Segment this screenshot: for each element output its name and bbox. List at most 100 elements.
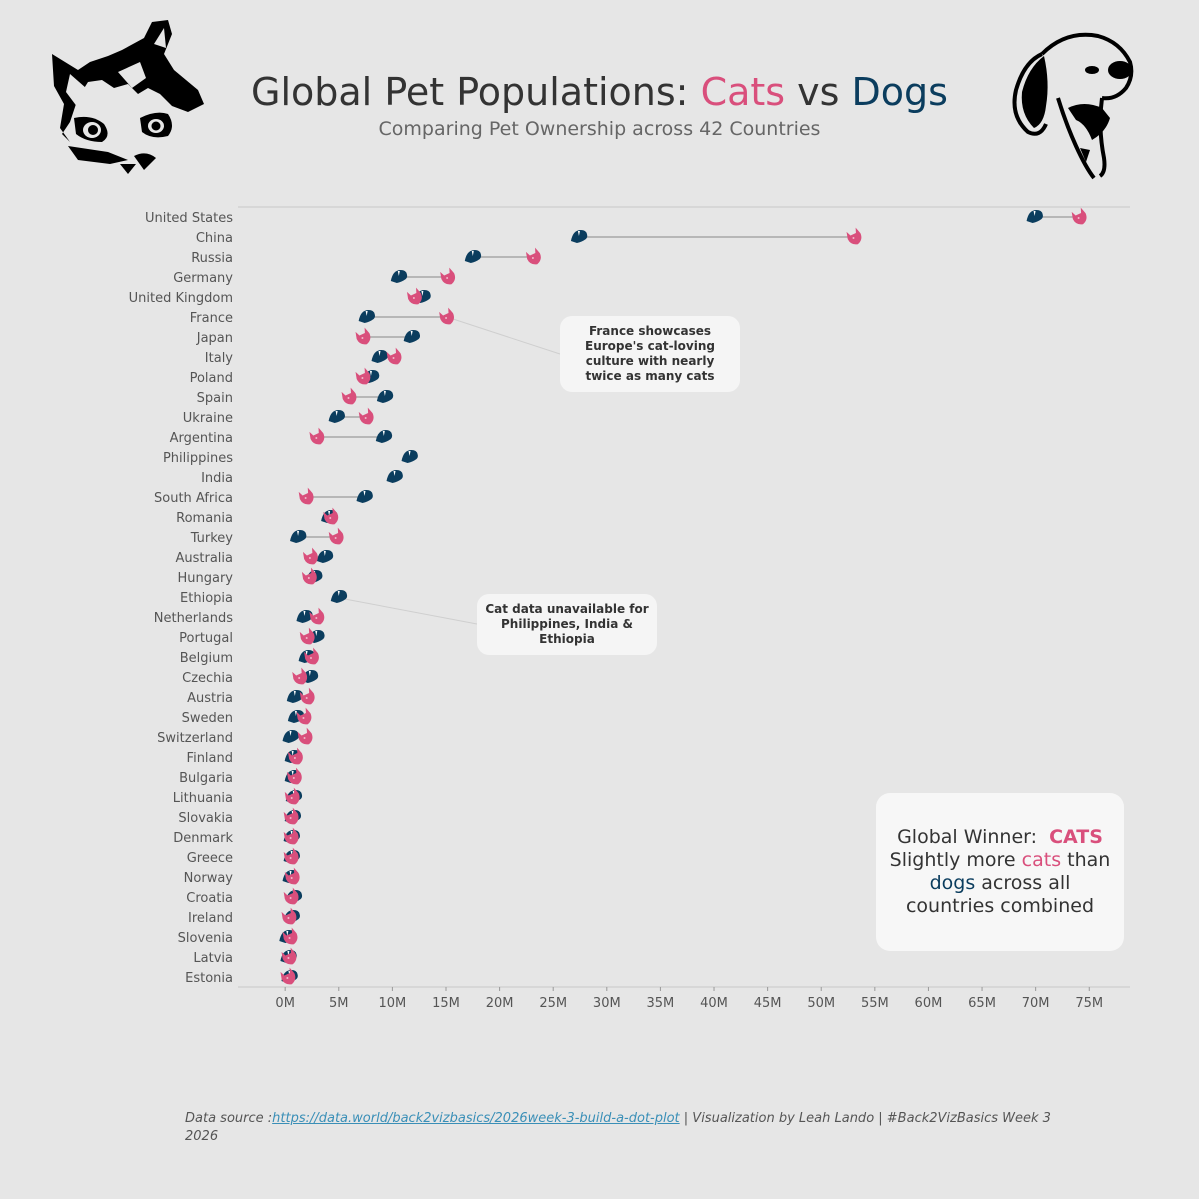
y-category-label: Belgium (180, 651, 233, 666)
cat-marker (283, 827, 299, 845)
cat-marker (298, 487, 314, 505)
x-tick-label: 30M (593, 996, 621, 1011)
cat-marker (323, 507, 339, 525)
x-tick-label: 10M (379, 996, 407, 1011)
y-category-label: Sweden (182, 711, 233, 726)
dog-marker (376, 390, 394, 403)
data-source-footer: Data source :https://data.world/back2viz… (185, 1110, 1065, 1146)
x-tick-label: 20M (486, 996, 514, 1011)
dog-marker (296, 610, 313, 623)
cat-marker (284, 787, 300, 805)
cat-marker (283, 887, 299, 905)
y-category-label: Norway (184, 871, 234, 886)
dog-marker (328, 410, 345, 423)
dog-marker (1026, 210, 1043, 223)
dog-marker (570, 230, 588, 243)
x-tick-label: 15M (432, 996, 460, 1011)
y-category-label: Romania (176, 511, 233, 526)
y-category-label: Czechia (182, 671, 233, 686)
x-tick-label: 50M (807, 996, 835, 1011)
annotation-missing-leader (344, 598, 478, 625)
dog-marker (282, 730, 299, 743)
footer-prefix: Data source : (185, 1111, 273, 1126)
annotation-france: France showcases Europe's cat-loving cul… (560, 316, 740, 392)
cat-marker (281, 907, 297, 925)
title-cats-word: Cats (700, 70, 786, 114)
x-tick-label: 75M (1075, 996, 1103, 1011)
dog-marker (356, 490, 373, 503)
y-category-label: Austria (187, 691, 233, 706)
data-source-link[interactable]: https://data.world/back2vizbasics/2026we… (272, 1111, 680, 1126)
x-tick-label: 0M (275, 996, 295, 1011)
cat-marker (283, 807, 299, 825)
x-tick-label: 25M (539, 996, 567, 1011)
x-tick-label: 65M (968, 996, 996, 1011)
cat-marker (281, 947, 297, 965)
x-tick-label: 35M (647, 996, 675, 1011)
cat-marker (386, 347, 402, 365)
y-category-label: Philippines (163, 451, 233, 466)
x-tick-label: 60M (915, 996, 943, 1011)
cat-marker (282, 927, 298, 945)
cat-face-icon (52, 20, 204, 174)
footer-suffix: | Visualization by Leah Lando | #Back2Vi… (185, 1111, 1051, 1144)
x-tick-label: 70M (1022, 996, 1050, 1011)
y-category-label: Croatia (186, 891, 233, 906)
cat-marker (301, 567, 317, 585)
y-category-label: Spain (197, 391, 233, 406)
cat-marker (846, 227, 862, 245)
winner-text-3: across all (975, 872, 1071, 894)
y-category-label: Russia (191, 251, 233, 266)
y-category-label: Germany (173, 271, 233, 286)
y-category-label: Slovenia (178, 931, 233, 946)
y-category-label: Finland (187, 751, 233, 766)
x-tick-label: 55M (861, 996, 889, 1011)
annotation-france-leader (452, 318, 561, 355)
cat-marker (439, 307, 455, 325)
dog-marker (358, 310, 375, 323)
y-category-label: Estonia (185, 971, 233, 986)
dog-marker (286, 690, 304, 703)
dog-marker (403, 330, 421, 343)
y-category-label: Denmark (173, 831, 233, 846)
chart-subtitle: Comparing Pet Ownership across 42 Countr… (378, 118, 821, 140)
winner-line-4: countries combined (905, 895, 1095, 917)
y-category-label: Lithuania (173, 791, 233, 806)
y-category-label: Ukraine (183, 411, 233, 426)
winner-text-1: Slightly more (889, 849, 1022, 871)
cat-marker (292, 667, 308, 685)
x-tick-label: 45M (754, 996, 782, 1011)
cat-marker (406, 287, 422, 305)
y-category-label: Bulgaria (179, 771, 233, 786)
title-dogs-word: Dogs (851, 70, 948, 114)
cat-marker (284, 867, 300, 885)
y-category-label: Japan (196, 331, 233, 346)
dog-marker (290, 530, 307, 543)
y-category-label: Turkey (190, 531, 234, 546)
dog-marker (375, 430, 393, 443)
cat-marker (328, 527, 344, 545)
dog-marker (464, 250, 482, 263)
y-category-label: Portugal (179, 631, 233, 646)
cat-marker (280, 967, 296, 985)
y-category-label: United States (145, 211, 233, 226)
y-category-label: France (190, 311, 233, 326)
chart-title: Global Pet Populations: Cats vs Dogs (0, 70, 1199, 114)
cat-marker (309, 607, 325, 625)
winner-label: Global Winner: (897, 826, 1038, 848)
y-category-label: United Kingdom (129, 291, 233, 306)
cat-marker (440, 267, 456, 285)
cat-marker (355, 367, 371, 385)
x-tick-label: 5M (329, 996, 349, 1011)
title-vs-word: vs (785, 70, 852, 114)
winner-cats-word: cats (1021, 849, 1062, 871)
winner-dogs-word: dogs (929, 872, 976, 894)
winner-value: CATS (1049, 826, 1103, 848)
cat-marker (1071, 207, 1087, 225)
cat-marker (525, 247, 541, 265)
dog-marker (330, 590, 348, 603)
y-category-label: Latvia (193, 951, 233, 966)
y-category-label: Ethiopia (180, 591, 233, 606)
y-category-label: Australia (175, 551, 233, 566)
